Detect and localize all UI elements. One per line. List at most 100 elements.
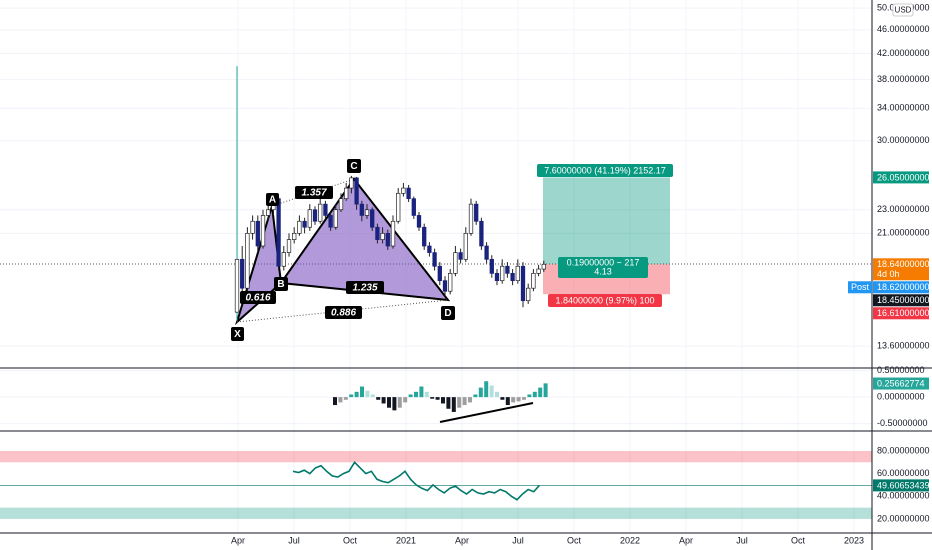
macd-bar <box>360 386 364 398</box>
price-badge-label: 26.05000000 <box>877 172 930 182</box>
rsi-band <box>0 507 872 519</box>
candle-body <box>505 265 510 274</box>
candle-body <box>307 209 312 228</box>
candle-body <box>312 209 318 222</box>
price-badge <box>873 281 929 294</box>
candle-body <box>526 287 531 302</box>
candle-body <box>484 245 489 260</box>
macd-bar <box>441 397 445 404</box>
macd-bar <box>457 397 462 408</box>
macd-bar <box>495 391 499 398</box>
macd-bar <box>414 391 418 398</box>
price-badge-label: 18.62000000 <box>877 282 930 292</box>
candle-body <box>338 198 344 211</box>
candle-body <box>406 187 411 200</box>
stop-box <box>548 294 662 307</box>
candle-body <box>442 280 448 292</box>
macd-tick-label: 0.50000000 <box>877 365 925 375</box>
time-label: Jul <box>288 535 300 545</box>
rsi-badge <box>873 479 929 492</box>
currency: USD <box>895 6 912 15</box>
price-badge <box>873 171 929 184</box>
price-tick-label: 38.00000000 <box>877 74 930 84</box>
position-labels: 7.60000000 (41.19%) 2152.17 0.19000000 ~… <box>537 164 673 307</box>
macd-bar <box>473 394 478 398</box>
price-tick-label: 23.00000000 <box>877 204 930 214</box>
candle-body <box>453 252 458 274</box>
time-label: Jul <box>512 535 524 545</box>
point-box <box>441 306 455 320</box>
candle-body <box>416 215 422 228</box>
candle-body <box>427 245 432 253</box>
candle-body <box>494 273 500 282</box>
ratio-label: 1.357 <box>301 188 326 199</box>
price-tick-label: 30.00000000 <box>877 135 930 145</box>
candle-body <box>302 220 307 228</box>
macd-bar <box>430 397 435 399</box>
candle-body <box>328 215 333 228</box>
target-label: 7.60000000 (41.19%) 2152.17 <box>544 165 666 175</box>
price-tick-label: 34.00000000 <box>877 103 930 113</box>
candle-body <box>474 203 479 222</box>
candle-body <box>489 258 494 274</box>
time-label: 2021 <box>396 535 416 545</box>
macd-bar <box>365 390 370 398</box>
macd-bar <box>478 387 483 398</box>
candle-body <box>380 232 385 240</box>
macd-bar <box>381 397 386 404</box>
macd-bar <box>392 397 397 411</box>
time-label: 2022 <box>620 535 640 545</box>
candle-body <box>448 273 453 292</box>
macd-bar <box>387 397 391 408</box>
candle-body <box>515 265 520 282</box>
candle-body <box>531 273 536 289</box>
macd-bar <box>468 397 472 403</box>
macd-bar <box>522 397 526 400</box>
macd-bar <box>516 397 521 402</box>
candle-body <box>479 220 484 247</box>
candle-body <box>510 273 515 282</box>
candle-body <box>286 239 292 253</box>
candle-body <box>234 258 240 313</box>
point-box <box>274 277 288 291</box>
macd-bar <box>543 383 548 398</box>
candle-body <box>437 265 442 282</box>
price-badge-label: 16.61000000 <box>877 308 930 318</box>
candle-body <box>344 187 349 200</box>
macd-bar <box>500 397 505 400</box>
rsi-badge-label: 49.60653439 <box>877 480 930 490</box>
ratio-label: 0.886 <box>331 308 356 319</box>
point-box <box>266 193 279 206</box>
point-label: B <box>277 279 284 290</box>
rsi-tick-label: 20.00000000 <box>877 513 930 523</box>
time-label: Oct <box>567 535 582 545</box>
entry-label: 0.19000000 ~ 217 <box>567 257 640 267</box>
profit-zone <box>543 177 670 265</box>
macd-bar <box>354 391 359 398</box>
candle-body <box>281 252 286 267</box>
macd-bar <box>462 397 467 406</box>
pattern-labels: X A B C D 1.357 0.616 1.235 0.886 <box>231 159 455 341</box>
candle-body <box>266 209 271 216</box>
macd-bar <box>338 397 343 403</box>
macd-bar <box>505 397 510 406</box>
candle-body <box>541 263 546 270</box>
candle-body <box>458 252 463 260</box>
macd-bar <box>349 394 354 398</box>
time-label: Jul <box>736 535 748 545</box>
candle-body <box>411 198 416 216</box>
macd-bar <box>532 391 537 398</box>
stop-label: 1.84000000 (9.97%) 100 <box>555 295 654 305</box>
currency-badge[interactable] <box>892 3 914 17</box>
candle-body <box>260 215 266 247</box>
price-tick-label: 46.00000000 <box>877 24 930 34</box>
macd-tick-label: 0.00000000 <box>877 391 925 401</box>
candle-body <box>364 209 370 216</box>
candle-body <box>520 265 526 302</box>
price-tag <box>848 281 872 294</box>
macd-bar <box>403 397 408 403</box>
point-label: C <box>350 161 357 172</box>
rsi-band <box>0 450 872 463</box>
